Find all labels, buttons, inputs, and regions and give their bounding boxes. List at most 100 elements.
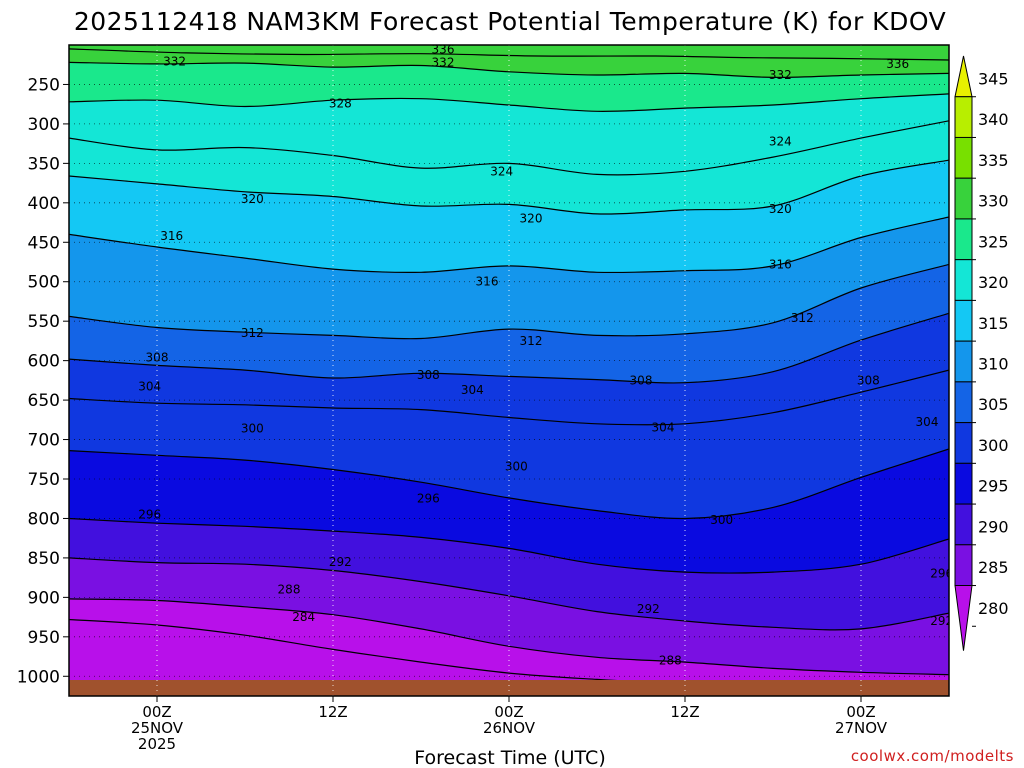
colorbar-swatch-340 xyxy=(954,96,973,138)
contour-label-308-18: 308 xyxy=(417,368,440,382)
colorbar-cap-bottom xyxy=(954,585,973,651)
colorbar-label-330: 330 xyxy=(978,192,1009,211)
contour-296 xyxy=(69,517,949,574)
y-tick-label-450: 450 xyxy=(28,233,60,253)
contour-label-316-13: 316 xyxy=(476,275,499,289)
x-tick-label-42-1: 12Z xyxy=(670,703,699,721)
y-tick-label-850: 850 xyxy=(28,549,60,569)
contour-320 xyxy=(69,159,949,215)
contour-label-320-9: 320 xyxy=(769,202,792,216)
contour-label-292-35: 292 xyxy=(930,614,953,628)
x-tick-label-6-3: 2025 xyxy=(138,735,176,753)
colorbar-label-340: 340 xyxy=(978,110,1009,129)
contour-label-296-31: 296 xyxy=(930,567,953,581)
contour-label-288-32: 288 xyxy=(278,582,301,596)
contour-label-304-21: 304 xyxy=(138,380,161,394)
contour-label-332-2: 332 xyxy=(432,55,455,69)
y-tick-label-500: 500 xyxy=(28,273,60,293)
colorbar: 345 340 335 330 325 320 315 310 305 300 295 290 285 2… xyxy=(954,55,1009,651)
y-tick-label-350: 350 xyxy=(28,154,60,174)
contour-label-288-36: 288 xyxy=(659,653,682,667)
x-tick-label-18-1: 12Z xyxy=(318,703,347,721)
y-tick-label-250: 250 xyxy=(28,75,60,95)
contour-312 xyxy=(69,263,949,340)
contour-label-304-23: 304 xyxy=(916,415,939,429)
y-tick-label-600: 600 xyxy=(28,352,60,372)
contour-label-316-11: 316 xyxy=(160,229,183,243)
y-tick-label-700: 700 xyxy=(28,431,60,451)
contour-300 xyxy=(69,448,949,520)
colorbar-label-295: 295 xyxy=(978,477,1009,496)
contour-label-300-25: 300 xyxy=(241,421,264,435)
contour-label-328-5: 328 xyxy=(329,96,352,110)
contour-label-320-10: 320 xyxy=(520,212,543,226)
x-tick-label-54-1: 00Z xyxy=(846,703,875,721)
contour-label-308-17: 308 xyxy=(146,350,169,364)
x-tick-label-30-2: 26NOV xyxy=(483,719,536,737)
contour-label-316-12: 316 xyxy=(769,257,792,271)
contour-label-296-28: 296 xyxy=(138,508,161,522)
colorbar-label-345: 345 xyxy=(978,69,1009,88)
contour-label-284-34: 284 xyxy=(292,610,315,624)
contour-288 xyxy=(69,598,949,676)
contour-label-300-26: 300 xyxy=(505,459,528,473)
contour-label-308-19: 308 xyxy=(857,373,880,387)
y-tick-label-300: 300 xyxy=(28,115,60,135)
contour-label-332-1: 332 xyxy=(163,55,186,69)
colorbar-label-285: 285 xyxy=(978,558,1009,577)
contour-label-300-29: 300 xyxy=(710,513,733,527)
colorbar-swatch-300 xyxy=(954,422,973,464)
colorbar-label-310: 310 xyxy=(978,355,1009,374)
colorbar-swatch-325 xyxy=(954,218,973,261)
colorbar-swatch-315 xyxy=(954,299,973,342)
colorbar-label-335: 335 xyxy=(978,151,1009,170)
y-tick-label-400: 400 xyxy=(28,194,60,214)
colorbar-swatch-305 xyxy=(954,381,973,424)
contour-332 xyxy=(69,61,949,79)
color-bands xyxy=(69,48,949,696)
colorbar-swatch-310 xyxy=(954,340,973,383)
y-tick-label-800: 800 xyxy=(28,509,60,529)
colorbar-swatch-335 xyxy=(954,136,973,179)
contour-label-320-8: 320 xyxy=(241,192,264,206)
contour-label-308-20: 308 xyxy=(630,373,653,387)
colorbar-swatch-330 xyxy=(954,177,973,220)
ground-strip xyxy=(69,680,949,696)
contour-label-336-0: 336 xyxy=(432,43,455,57)
colorbar-label-315: 315 xyxy=(978,314,1009,333)
contour-304 xyxy=(69,369,949,426)
y-tick-label-550: 550 xyxy=(28,312,60,332)
contour-label-304-24: 304 xyxy=(652,421,675,435)
contour-label-312-14: 312 xyxy=(791,311,814,325)
colorbar-label-280: 280 xyxy=(978,599,1009,618)
colorbar-label-300: 300 xyxy=(978,436,1009,455)
colorbar-label-290: 290 xyxy=(978,517,1009,536)
x-axis-title: Forecast Time (UTC) xyxy=(414,747,605,768)
credit-text: coolwx.com/modelts xyxy=(851,747,1014,765)
colorbar-label-320: 320 xyxy=(978,273,1009,292)
contour-label-292-30: 292 xyxy=(329,555,352,569)
colorbar-label-325: 325 xyxy=(978,232,1009,251)
chart-title: 2025112418 NAM3KM Forecast Potential Tem… xyxy=(74,7,946,36)
y-axis: 250 300 350 400 450 500 550 600 650 700 750 800 850 9… xyxy=(17,75,69,687)
contour-label-324-6: 324 xyxy=(769,134,792,148)
colorbar-cap-top xyxy=(954,55,973,98)
contour-label-312-16: 312 xyxy=(520,334,543,348)
band-below-284 xyxy=(69,619,949,696)
contour-label-332-4: 332 xyxy=(769,68,792,82)
colorbar-swatch-295 xyxy=(954,462,973,505)
x-tick-label-30-1: 00Z xyxy=(494,703,523,721)
contour-label-296-27: 296 xyxy=(417,492,440,506)
colorbar-swatch-290 xyxy=(954,503,973,546)
y-tick-label-1000: 1000 xyxy=(17,667,60,687)
colorbar-label-305: 305 xyxy=(978,395,1009,414)
x-tick-label-54-2: 27NOV xyxy=(835,719,888,737)
x-tick-label-6-1: 00Z xyxy=(142,703,171,721)
contour-label-292-33: 292 xyxy=(637,602,660,616)
x-tick-label-6-2: 25NOV xyxy=(131,719,184,737)
contour-label-324-7: 324 xyxy=(490,164,513,178)
